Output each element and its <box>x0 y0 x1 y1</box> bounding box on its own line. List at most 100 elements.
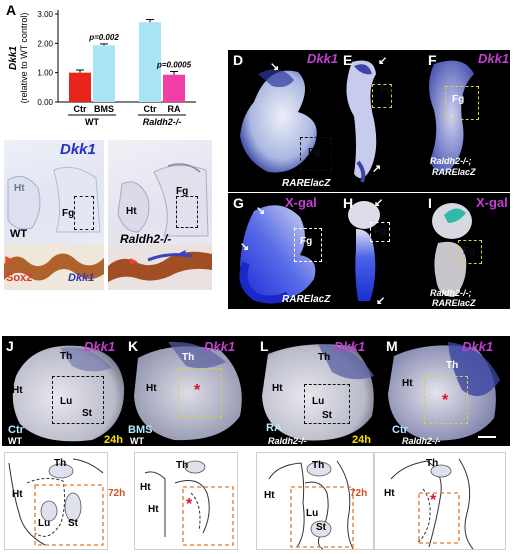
label-fg-c: Fg <box>176 186 189 197</box>
chart-ylabel-gene: Dkk1 <box>8 46 19 70</box>
sketch-label-th-l: Th <box>312 460 325 471</box>
bar <box>163 74 185 102</box>
arrow-h-bottom: ↙ <box>376 295 386 307</box>
category-label: Ctr <box>144 104 157 114</box>
y-tick-label: 1.00 <box>37 69 53 78</box>
sketch-label-lu-l: Lu <box>306 508 319 519</box>
tissue-outline-raldh <box>117 163 209 237</box>
label-sox2: Sox2 <box>6 272 33 284</box>
inset-box-g <box>294 228 322 262</box>
label-lu-l: Lu <box>312 396 325 407</box>
sketch-label-th-m: Th <box>426 458 439 469</box>
label-th-j: Th <box>60 351 73 362</box>
p-value-annotation: p=0.002 <box>88 33 119 42</box>
whole-mount-row-dkk1 <box>228 50 510 192</box>
sketch-label-ht-m: Ht <box>384 488 395 499</box>
label-ht-c: Ht <box>126 206 137 217</box>
panel-label-h: H <box>343 195 354 211</box>
inset-box-f <box>445 86 479 120</box>
arrow-e-bottom: ↗ <box>372 163 382 175</box>
gene-label-l: Dkk1 <box>334 339 366 354</box>
label-ht-j: Ht <box>12 385 23 396</box>
arrowhead-red-b: ► <box>3 252 15 266</box>
label-th-m: Th <box>446 360 459 371</box>
label-raldh-l: Raldh2-/- <box>268 436 307 446</box>
label-fg-d: Fg <box>308 147 321 158</box>
y-tick-label: 3.00 <box>37 10 53 19</box>
label-wt-j: WT <box>8 436 22 446</box>
sketch-j <box>4 452 108 550</box>
label-ctr-m: Ctr <box>392 424 408 436</box>
asterisk-k: * <box>194 382 201 399</box>
embryos-xgal <box>239 201 472 304</box>
sketch-label-ht-k: Ht <box>140 482 151 493</box>
arrowhead-blue-c: ◄ <box>176 246 188 260</box>
asterisk-m: * <box>442 392 449 409</box>
inset-box-b <box>74 196 94 230</box>
sketch-label-ht-l: Ht <box>264 490 275 501</box>
ish-inset-raldh <box>108 244 212 290</box>
panel-label-f: F <box>428 52 437 68</box>
label-24h-j: 24h <box>104 434 123 446</box>
arrow-d-top: ↘ <box>270 61 280 73</box>
label-rarelacz-g: RARElacZ <box>282 294 331 305</box>
gene-label-j: Dkk1 <box>84 339 116 354</box>
label-th-l: Th <box>318 352 331 363</box>
chart-bars: Ctr BMS Ctr RA WT Raldh2-/- p=0.002 p=0.0005 <box>68 19 192 125</box>
sketch-label-th-j: Th <box>54 458 67 469</box>
arrow-e-top: ↙ <box>378 55 388 67</box>
inset-box-j <box>52 376 104 424</box>
label-raldh-f-2: RARElacZ <box>432 167 476 177</box>
inset-box-i <box>458 240 482 264</box>
label-raldh-c: Raldh2-/- <box>120 232 172 246</box>
label-raldh-m: Raldh2-/- <box>402 436 441 446</box>
tissue-outline-wt <box>7 166 101 233</box>
label-24h-l: 24h <box>352 434 371 446</box>
sketch-label-lu-j: Lu <box>38 518 51 529</box>
gene-label-m: Dkk1 <box>462 339 494 354</box>
panel-label-d: D <box>233 52 244 68</box>
bar <box>93 45 115 102</box>
inset-box-e <box>372 84 392 108</box>
sketch-m-lines <box>390 458 474 550</box>
scale-bar <box>478 436 496 438</box>
gene-label-f: Dkk1 <box>478 51 510 66</box>
label-st-j: St <box>82 408 92 419</box>
label-fg-g: Fg <box>300 236 313 247</box>
panel-label-k: K <box>128 338 139 354</box>
group-label: WT <box>85 117 99 125</box>
label-raldh-i-2: RARElacZ <box>432 298 476 308</box>
bar <box>139 22 161 102</box>
panel-label-l: L <box>260 338 269 354</box>
sketch-j-lines <box>8 458 104 546</box>
xgal-label-i: X-gal <box>476 195 508 210</box>
sketch-asterisk-k: * <box>186 496 193 513</box>
label-dkk1-inset-b: Dkk1 <box>68 272 95 284</box>
arrow-g-top: ↘ <box>256 205 266 217</box>
p-value-annotation: p=0.0005 <box>156 60 192 69</box>
sketch-k <box>134 452 238 550</box>
label-fg-b: Fg <box>62 208 75 219</box>
label-fg-h: Fg <box>374 226 387 237</box>
panel-label-g: G <box>233 195 244 211</box>
gene-label-b: Dkk1 <box>60 141 96 158</box>
sketch-m <box>374 452 506 550</box>
arrow-h-top: ↙ <box>374 197 384 209</box>
chart-ylabel-units: (relative to WT control) <box>19 13 29 104</box>
explants <box>12 341 500 442</box>
label-fg-i: Fg <box>463 246 476 257</box>
label-th-k: Th <box>182 352 195 363</box>
gene-label-k: Dkk1 <box>204 339 236 354</box>
y-tick-label: 0.00 <box>37 98 53 107</box>
arrow-g-mid: ↘ <box>240 241 250 253</box>
sketch-label-ht-j: Ht <box>12 489 23 500</box>
label-ht-l: Ht <box>272 383 283 394</box>
group-label: Raldh2-/- <box>143 117 182 125</box>
label-st-l: St <box>322 410 332 421</box>
label-rarelacz-d: RARElacZ <box>282 178 331 189</box>
inset-box-l <box>304 384 350 424</box>
panel-label-a: A <box>6 2 17 18</box>
label-ra-l: RA <box>266 422 282 434</box>
sketch-label-st-l: St <box>316 522 326 533</box>
label-ctr-j: Ctr <box>8 424 24 436</box>
